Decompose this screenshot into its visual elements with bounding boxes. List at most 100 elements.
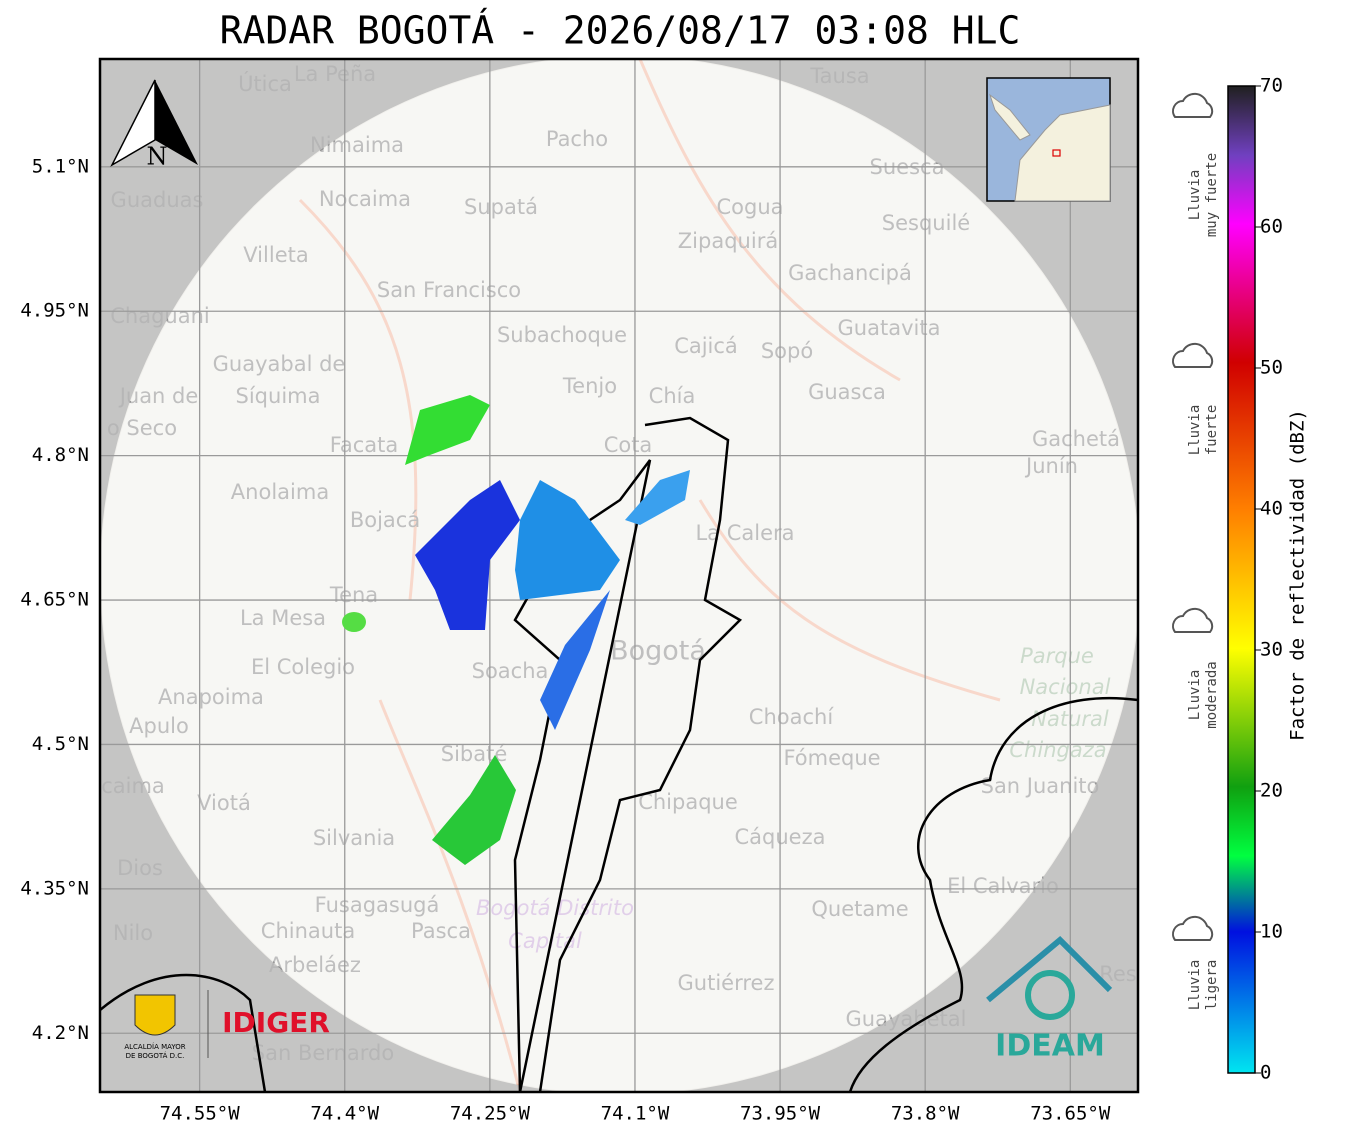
- lon-tick-label: 74.25°W: [450, 1103, 531, 1125]
- place-label: Gachancipá: [788, 261, 912, 285]
- legend-label: Lluvia: [1187, 670, 1203, 721]
- colorbar: [1227, 85, 1256, 1074]
- lat-tick-label: 4.8°N: [32, 444, 89, 466]
- place-label: Guayabal de: [213, 352, 346, 376]
- place-label: Gachetá: [1032, 427, 1120, 451]
- colorbar-tick-label: 60: [1260, 216, 1283, 238]
- place-label: Anapoima: [158, 685, 264, 709]
- ideam-swirl: [1025, 970, 1075, 1020]
- roads: [298, 59, 1001, 1092]
- legend-icon: [1172, 92, 1214, 118]
- colorbar-label: Factor de reflectividad (dBZ): [1287, 409, 1309, 741]
- place-label: San Juanito: [981, 774, 1100, 798]
- place-label: Viotá: [197, 791, 251, 815]
- idiger-logo: IDIGER: [222, 1006, 330, 1039]
- north-arrow: N: [110, 79, 198, 171]
- legend-icon: [1172, 342, 1214, 368]
- lat-tick-label: 4.95°N: [20, 300, 89, 322]
- place-label: Supatá: [464, 195, 538, 219]
- alcaldia-text: DE BOGOTÁ D.C.: [126, 1051, 185, 1060]
- place-label: Chía: [649, 384, 696, 408]
- legend-label: Lluvia: [1187, 170, 1203, 221]
- place-label: Fusagasugá: [315, 893, 440, 917]
- legend-label: moderada: [1204, 661, 1220, 728]
- radar-echoes: [342, 395, 690, 865]
- colorbar-tick-label: 20: [1260, 780, 1283, 802]
- place-label: El Colegio: [251, 655, 355, 679]
- place-label: San Francisco: [377, 278, 521, 302]
- colorbar-tick-label: 0: [1260, 1062, 1271, 1084]
- ideam-roof: [986, 935, 1113, 1003]
- lon-tick-label: 73.65°W: [1030, 1103, 1111, 1125]
- map-frame: [98, 57, 1140, 1094]
- place-label: Nocaima: [319, 187, 411, 211]
- colorbar-tick-label: 10: [1260, 921, 1283, 943]
- place-label: Choachí: [749, 705, 835, 729]
- place-label: Tenjo: [562, 374, 617, 398]
- place-label: Fómeque: [783, 746, 880, 770]
- place-label: Chipaque: [638, 790, 738, 814]
- park-label: Parque: [1020, 644, 1094, 668]
- legend-icon: [1172, 607, 1214, 633]
- place-label: La Mesa: [240, 606, 326, 630]
- place-label: Gutiérrez: [678, 971, 775, 995]
- inset-extent: [1052, 149, 1061, 157]
- place-label: Villeta: [243, 243, 308, 267]
- place-label: Soacha: [472, 659, 549, 683]
- district-boundary: [513, 416, 743, 1092]
- place-label: Anolaima: [231, 480, 329, 504]
- lat-tick-label: 5.1°N: [32, 155, 89, 177]
- lat-tick-label: 4.35°N: [20, 877, 89, 899]
- lon-tick-label: 74.1°W: [601, 1103, 670, 1125]
- place-label: Quetame: [811, 897, 908, 921]
- place-label: Tena: [329, 583, 378, 607]
- radar-echo: [405, 395, 490, 465]
- place-label: Guatavita: [838, 316, 941, 340]
- lat-tick-label: 4.65°N: [20, 589, 89, 611]
- place-label: Pasca: [411, 919, 471, 943]
- place-label: Facata: [330, 433, 399, 457]
- logos: ALCALDÍA MAYOR DE BOGOTÁ D.C. IDIGER IDE…: [124, 935, 1113, 1064]
- radar-echo: [540, 590, 610, 730]
- lon-tick-label: 73.8°W: [891, 1103, 960, 1125]
- place-label: Apulo: [129, 714, 189, 738]
- department-boundary: [100, 696, 1138, 1092]
- ideam-logo: IDEAM: [995, 1029, 1105, 1064]
- colorbar-tick-label: 30: [1260, 639, 1283, 661]
- title: RADAR BOGOTÁ - 2026/08/17 03:08 HLC: [220, 9, 1021, 53]
- alcaldia-shield: [134, 994, 176, 1036]
- place-label: Pacho: [546, 127, 608, 151]
- legend-label: ligera: [1204, 960, 1220, 1011]
- radar-echo: [515, 480, 620, 600]
- colorbar-tick-label: 70: [1260, 75, 1283, 97]
- radar-echo: [432, 755, 516, 865]
- lon-tick-label: 73.95°W: [740, 1103, 821, 1125]
- place-label: Zipaquirá: [678, 229, 778, 253]
- inset-land: [989, 93, 1111, 202]
- lat-tick-label: 4.5°N: [32, 733, 89, 755]
- place-label: Sopó: [761, 339, 813, 363]
- place-label: Bogotá: [610, 636, 706, 667]
- lat-tick-label: 4.2°N: [32, 1022, 89, 1044]
- lon-tick-label: 74.55°W: [160, 1103, 241, 1125]
- legend-icon: [1172, 915, 1214, 941]
- colorbar-tick-label: 50: [1260, 357, 1283, 379]
- inset-map: [986, 77, 1111, 202]
- radar-echo: [342, 612, 366, 632]
- radar-echo: [625, 470, 690, 525]
- colorbar-tick-label: 40: [1260, 498, 1283, 520]
- place-label: Síquima: [236, 384, 321, 408]
- north-label: N: [147, 143, 168, 171]
- alcaldia-text: ALCALDÍA MAYOR: [124, 1042, 185, 1051]
- place-label: Cota: [604, 433, 653, 457]
- legend-label: muy fuerte: [1204, 153, 1220, 237]
- place-label: Chinauta: [261, 919, 355, 943]
- map-area: ÚticaLa PeñaTausaPachoNimaimaGuaduasNoca…: [100, 59, 1138, 1092]
- legend-label: fuerte: [1204, 405, 1220, 456]
- place-label: Subachoque: [497, 323, 627, 347]
- lon-tick-label: 74.4°W: [310, 1103, 379, 1125]
- place-label: Guasca: [808, 380, 886, 404]
